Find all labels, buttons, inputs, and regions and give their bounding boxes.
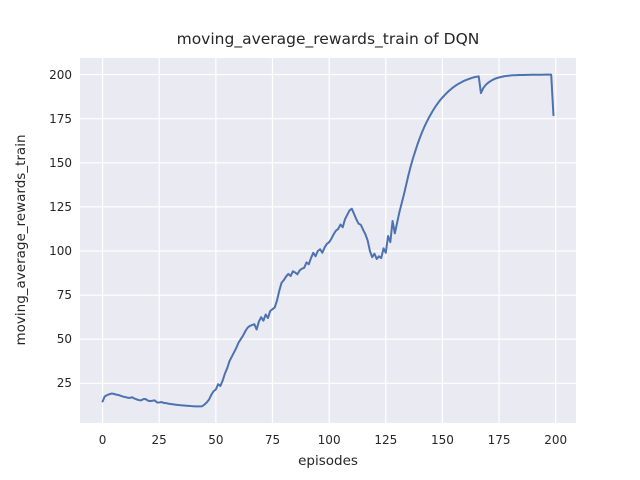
line-chart-canvas (80, 58, 576, 423)
y-tick-label: 175 (49, 111, 72, 126)
chart-title: moving_average_rewards_train of DQN (176, 30, 480, 48)
x-tick-label: 0 (98, 433, 107, 447)
y-tick-label: 100 (49, 243, 72, 258)
y-tick-label: 75 (56, 288, 72, 303)
x-tick-label: 150 (430, 433, 454, 447)
y-tick-label: 50 (56, 332, 72, 347)
x-tick-label: 175 (487, 433, 511, 447)
x-tick-label: 25 (151, 433, 167, 447)
x-tick-label: 75 (264, 433, 281, 447)
x-tick-label: 200 (544, 433, 568, 447)
y-tick-label: 25 (56, 376, 72, 391)
y-tick-label: 150 (49, 155, 72, 170)
y-tick-label: 125 (49, 199, 72, 214)
x-axis-label: episodes (298, 453, 358, 469)
plot-area (80, 58, 576, 423)
y-tick-label: 200 (49, 67, 72, 82)
x-tick-label: 100 (317, 433, 341, 447)
x-tick-label: 50 (208, 433, 224, 447)
x-tick-label: 125 (374, 433, 398, 447)
series-line (101, 73, 555, 408)
